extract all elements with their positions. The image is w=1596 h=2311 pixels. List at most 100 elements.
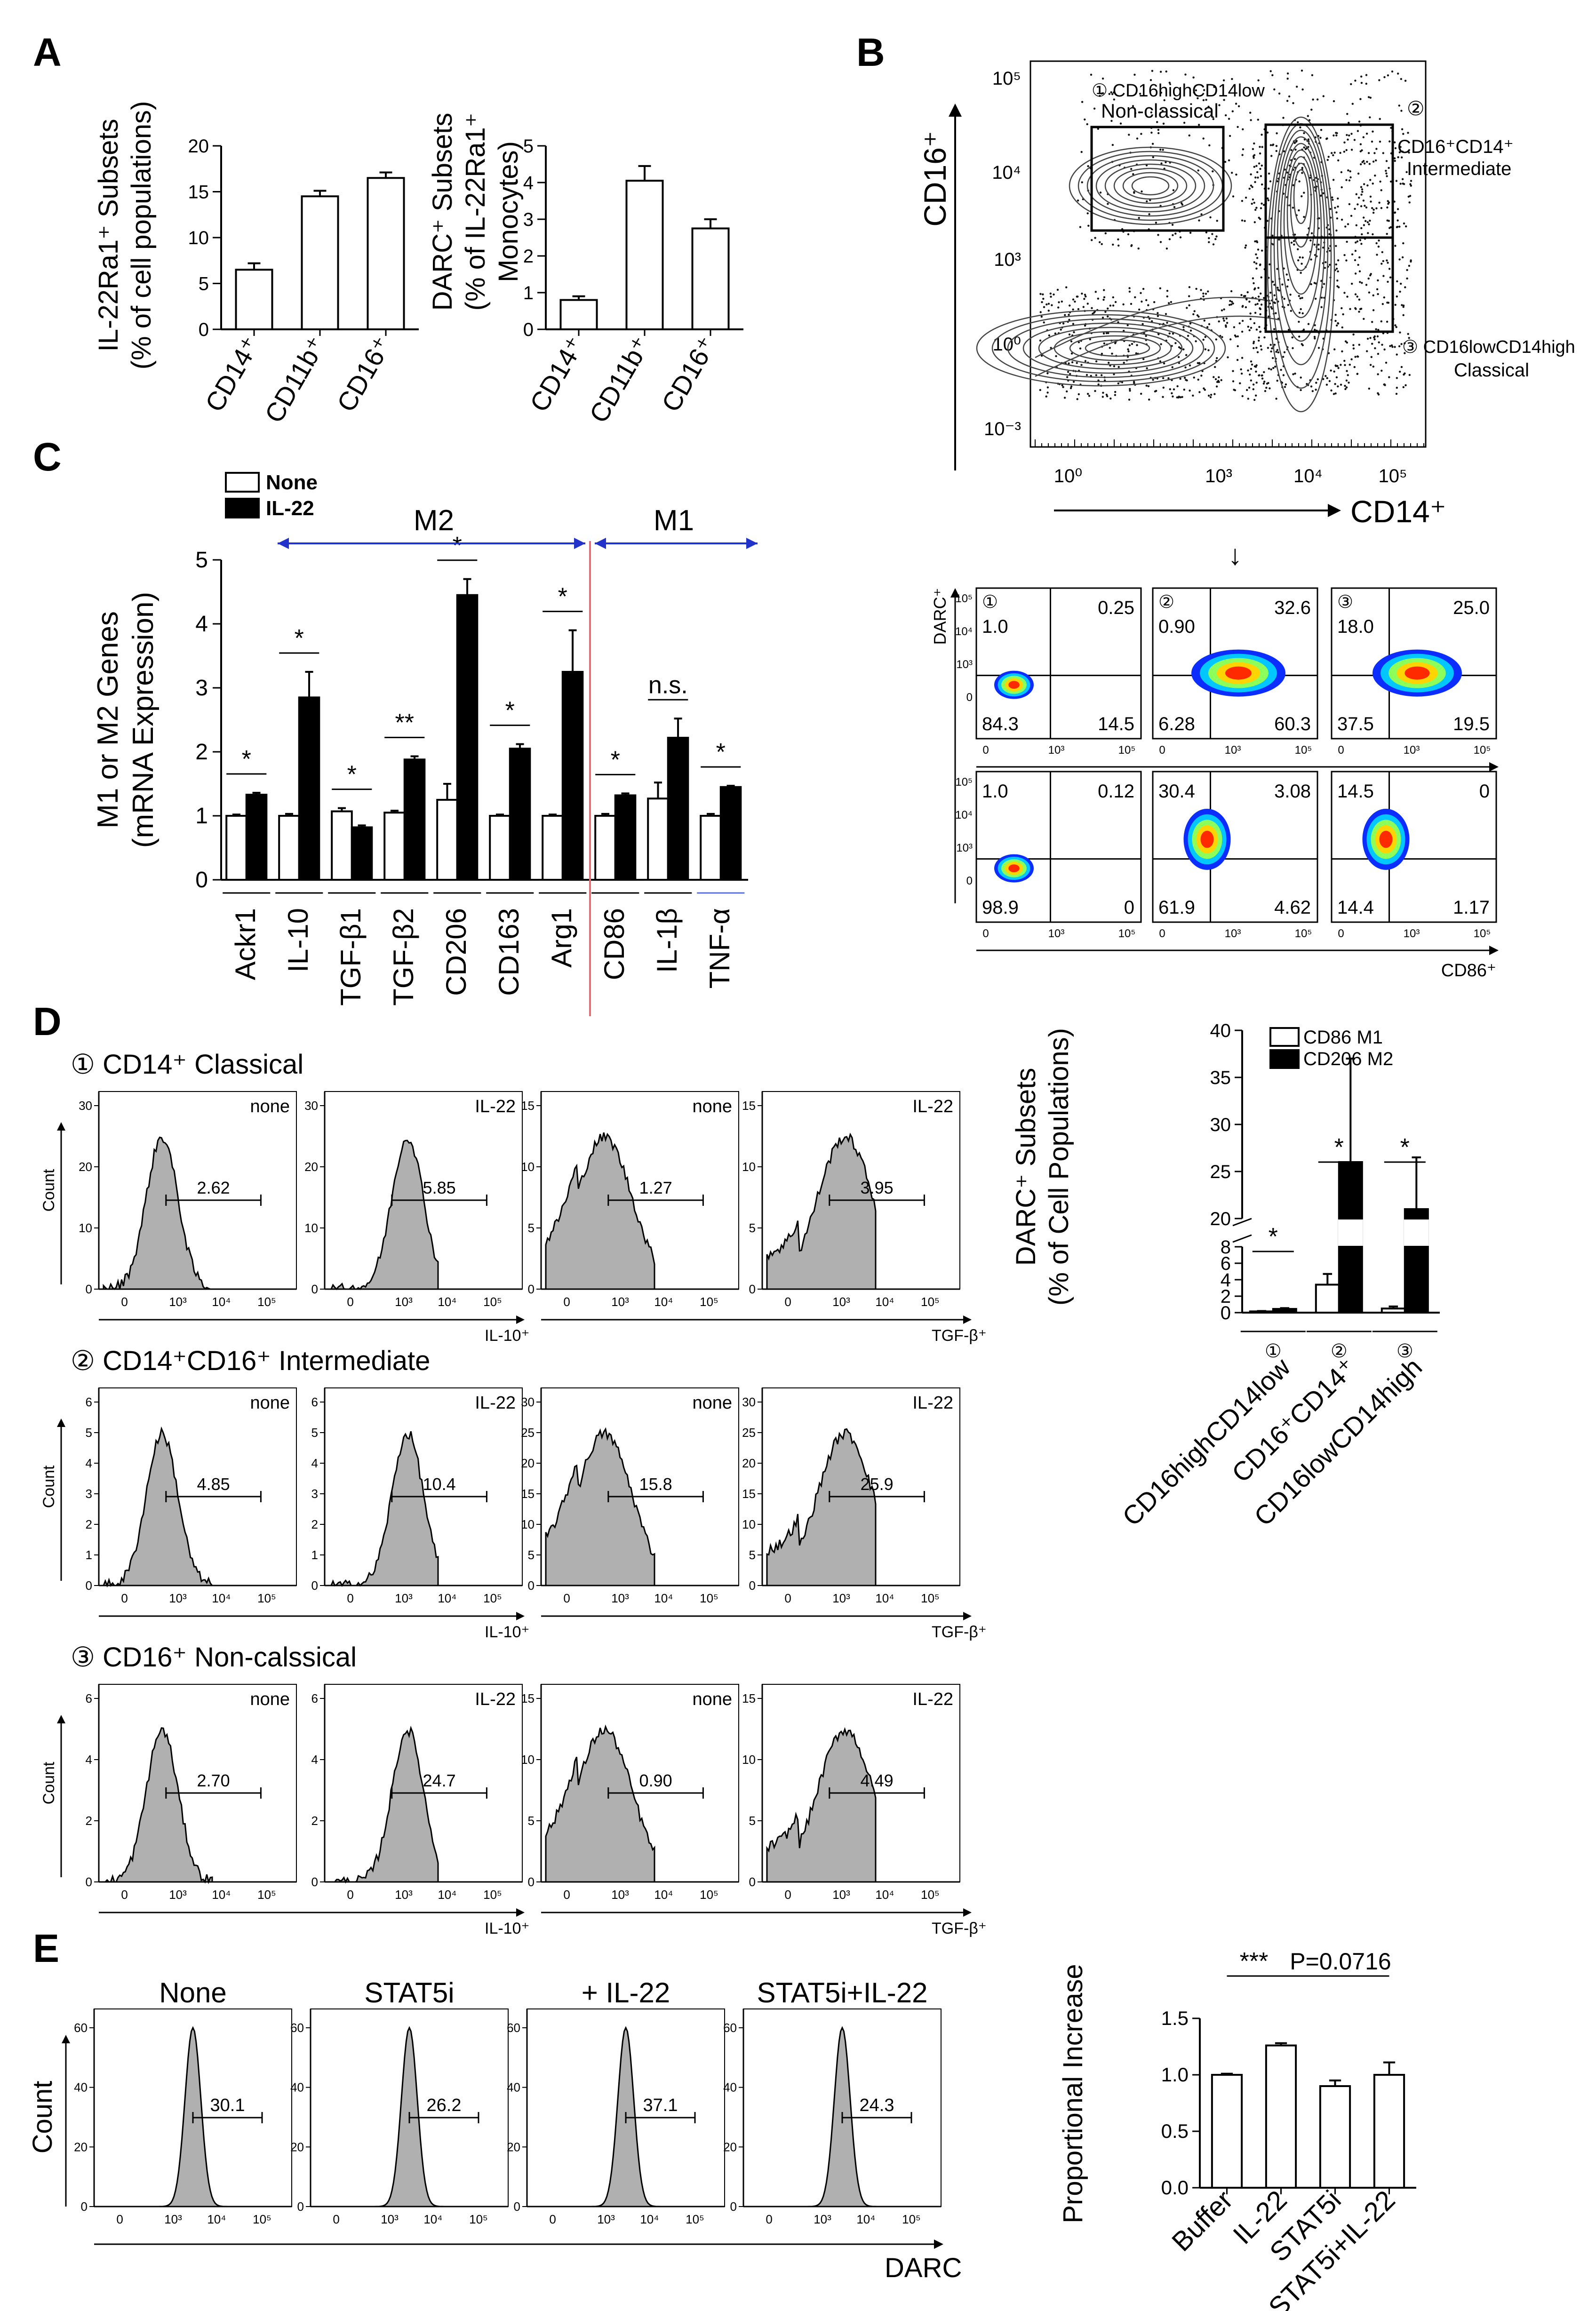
event-dot [1389,345,1391,347]
event-dot [1363,224,1365,226]
event-dot [1298,295,1300,297]
event-dot [1335,134,1338,136]
event-dot [1381,263,1383,265]
quadrant-value: 14.4 [1337,897,1374,918]
event-dot [1354,250,1357,252]
event-dot [1235,173,1237,176]
y-tick-label: 20 [507,2140,520,2154]
event-dot [1354,207,1356,210]
event-dot [1343,292,1346,294]
event-dot [1375,242,1378,245]
event-dot [1403,222,1405,225]
event-dot [1374,347,1376,350]
event-dot [1362,136,1365,138]
legend-label: None [266,471,318,494]
bar-il22 [403,758,426,881]
event-dot [1335,211,1338,214]
event-dot [1286,171,1288,174]
event-dot [1302,328,1305,331]
event-dot [1387,280,1389,283]
event-dot [1408,374,1411,376]
legend-swatch-il22 [225,498,260,518]
y-tick-label: 15 [742,1691,756,1705]
x-tick-label: 10³ [169,1888,187,1902]
event-dot [1225,317,1228,320]
event-dot [1322,247,1325,249]
event-dot [1055,355,1057,358]
event-dot [1133,73,1136,76]
event-dot [1231,172,1233,174]
event-dot [1251,186,1253,188]
event-dot [1401,128,1404,130]
event-dot [1204,336,1206,338]
y-tick-label: 5 [523,136,534,157]
event-dot [1298,311,1301,314]
event-dot [1080,364,1083,366]
panel-letter-E: E [33,1926,59,1970]
event-dot [1232,370,1234,372]
arrow-head [62,2035,70,2043]
event-dot [1376,335,1379,338]
event-dot [1084,118,1086,121]
event-dot [1360,82,1363,84]
event-dot [1255,262,1258,265]
contour-ring [1007,318,1205,378]
gate-label: ② [1407,97,1425,120]
arrow-head [574,538,585,549]
event-dot [1172,189,1175,191]
event-dot [1394,303,1396,306]
event-dot [1410,259,1412,262]
event-dot [1253,322,1256,325]
y-axis-label: M1 or M2 Genes [92,611,124,829]
event-dot [1396,387,1398,389]
y-axis-label: (mRNA Expression) [127,592,160,848]
event-dot [1404,342,1406,344]
y-tick-label: 5 [528,1814,535,1828]
event-dot [1241,219,1244,222]
x-tick-label: 10⁵ [257,1888,276,1902]
event-dot [1291,336,1293,339]
event-dot [1239,382,1241,384]
event-dot [1276,349,1279,351]
event-dot [1391,70,1394,73]
event-dot [1076,362,1078,364]
event-dot [1189,231,1192,234]
x-tick-label: 10⁵ [1378,466,1407,486]
event-dot [1267,199,1270,201]
event-dot [1256,351,1259,353]
event-dot [1297,248,1299,250]
event-dot [1147,385,1150,387]
y-tick-label: 1.0 [1161,2064,1189,2086]
event-dot [1259,152,1261,155]
y-tick-label: 1 [195,804,208,829]
event-dot [1345,386,1348,389]
event-dot [1381,343,1383,346]
bar-0 [559,299,598,330]
event-dot [1039,389,1041,391]
event-dot [1332,199,1334,201]
event-dot [1083,298,1085,300]
event-dot [1163,362,1165,365]
y-tick-label: 3 [86,1487,92,1501]
event-dot [1389,180,1392,183]
event-dot [1046,372,1049,375]
event-dot [1261,202,1263,205]
event-dot [1073,331,1075,334]
condition-tag: none [250,1393,290,1413]
event-dot [1258,162,1261,165]
event-dot [1262,204,1265,206]
event-dot [1386,259,1388,262]
event-dot [1213,376,1215,378]
event-dot [1359,98,1362,100]
x-tick-label: 0 [347,1591,353,1605]
event-dot [1372,212,1375,214]
event-dot [1070,340,1073,343]
quadrant-value: 98.9 [982,897,1019,918]
event-dot [1236,359,1239,361]
y-axis-label: Count [40,1465,58,1508]
event-dot [1273,294,1276,296]
bar-2 [1319,2085,1351,2189]
contour-ring [1104,163,1197,208]
x-tick-label: 0 [333,2212,339,2226]
event-dot [1400,366,1403,368]
